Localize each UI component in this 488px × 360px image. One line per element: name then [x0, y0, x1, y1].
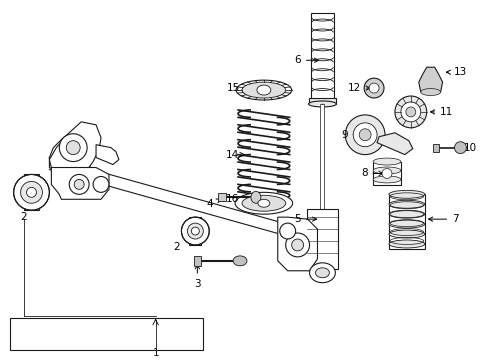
Text: 11: 11 — [430, 107, 452, 117]
Text: 12: 12 — [347, 83, 369, 93]
Polygon shape — [49, 122, 101, 179]
Text: 2: 2 — [20, 196, 31, 222]
Bar — [388, 194, 424, 249]
Text: 2: 2 — [173, 234, 192, 252]
Ellipse shape — [372, 158, 400, 165]
Ellipse shape — [388, 240, 424, 248]
Circle shape — [191, 227, 199, 235]
Ellipse shape — [388, 220, 424, 228]
Ellipse shape — [236, 80, 291, 100]
Bar — [372, 162, 400, 185]
Circle shape — [345, 115, 384, 154]
Ellipse shape — [233, 256, 246, 266]
Polygon shape — [376, 133, 412, 154]
Circle shape — [364, 78, 383, 98]
Circle shape — [453, 142, 466, 154]
Circle shape — [69, 175, 89, 194]
Text: 14: 14 — [225, 150, 244, 159]
Ellipse shape — [242, 82, 285, 98]
Ellipse shape — [308, 101, 336, 107]
Ellipse shape — [315, 268, 329, 278]
Circle shape — [20, 181, 42, 203]
Circle shape — [14, 175, 49, 210]
Bar — [308, 98, 336, 104]
Text: 8: 8 — [360, 168, 382, 179]
Ellipse shape — [250, 192, 261, 203]
Ellipse shape — [388, 210, 424, 218]
Bar — [218, 193, 225, 201]
Circle shape — [381, 168, 391, 179]
Text: 9: 9 — [340, 130, 361, 140]
Circle shape — [400, 102, 420, 122]
Ellipse shape — [420, 89, 440, 95]
Text: 5: 5 — [294, 214, 316, 224]
Circle shape — [187, 223, 203, 239]
Polygon shape — [49, 128, 96, 184]
Circle shape — [394, 96, 426, 128]
Circle shape — [359, 129, 370, 141]
Circle shape — [66, 141, 80, 154]
Ellipse shape — [372, 176, 400, 183]
Text: 13: 13 — [446, 67, 466, 77]
Ellipse shape — [388, 230, 424, 238]
Circle shape — [93, 176, 109, 192]
Circle shape — [285, 233, 309, 257]
Text: 1: 1 — [152, 348, 159, 358]
Ellipse shape — [388, 200, 424, 208]
Ellipse shape — [242, 195, 285, 211]
Ellipse shape — [388, 190, 424, 198]
Bar — [194, 256, 201, 266]
Circle shape — [26, 187, 37, 197]
Ellipse shape — [256, 85, 270, 95]
Ellipse shape — [257, 199, 269, 207]
Ellipse shape — [309, 263, 335, 283]
Circle shape — [74, 179, 84, 189]
Bar — [189, 217, 201, 245]
Polygon shape — [418, 67, 442, 92]
Polygon shape — [277, 217, 317, 271]
Bar — [310, 13, 334, 102]
Ellipse shape — [372, 167, 400, 174]
Text: 6: 6 — [294, 55, 318, 65]
Polygon shape — [96, 145, 119, 165]
Text: 16: 16 — [225, 194, 247, 204]
Bar — [432, 144, 438, 152]
Circle shape — [352, 123, 376, 147]
Circle shape — [368, 83, 378, 93]
Circle shape — [405, 107, 415, 117]
Circle shape — [59, 134, 87, 162]
Text: 10: 10 — [459, 143, 476, 153]
Bar — [306, 209, 338, 269]
Circle shape — [181, 217, 209, 245]
Bar — [23, 175, 40, 210]
Ellipse shape — [235, 192, 292, 214]
Text: 4: 4 — [206, 199, 220, 209]
Text: 7: 7 — [427, 214, 458, 224]
Text: 3: 3 — [194, 265, 200, 289]
Text: 15: 15 — [226, 83, 247, 93]
Bar — [10, 319, 203, 350]
Circle shape — [279, 223, 295, 239]
Circle shape — [291, 239, 303, 251]
Polygon shape — [51, 167, 109, 199]
Bar — [320, 104, 324, 269]
